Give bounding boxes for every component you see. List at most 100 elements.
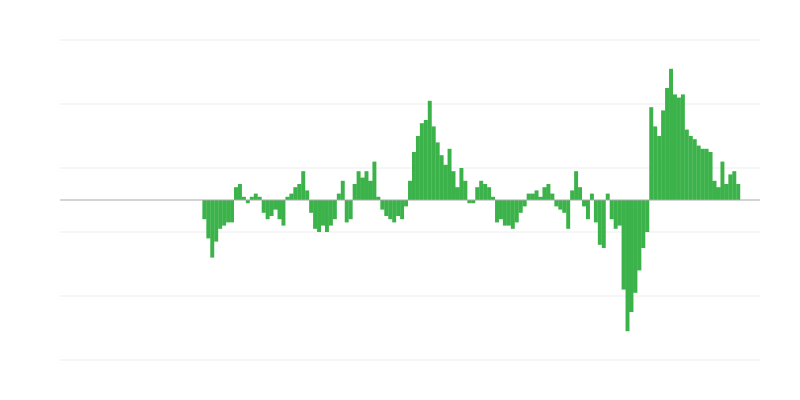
bar [483, 184, 488, 200]
bar [510, 200, 515, 229]
bar [700, 148, 705, 200]
bar [348, 200, 353, 220]
bar [542, 187, 547, 200]
bar [289, 193, 294, 200]
bar [582, 200, 586, 207]
bar [364, 171, 369, 200]
bar [447, 148, 452, 200]
bar [356, 171, 361, 200]
bar [704, 148, 709, 200]
bar [585, 200, 590, 220]
bar [328, 200, 333, 226]
grid [60, 39, 760, 361]
bar [301, 171, 306, 200]
bar [321, 200, 325, 226]
bars [202, 68, 741, 332]
bar [708, 152, 713, 200]
bar [558, 200, 563, 210]
bar [376, 196, 381, 200]
bar [471, 200, 476, 204]
bar [684, 129, 689, 200]
bar [665, 88, 670, 200]
bar [384, 200, 389, 216]
bar [538, 196, 543, 200]
bar [245, 200, 250, 204]
bar [305, 190, 310, 200]
bar [285, 196, 290, 200]
bar [653, 126, 658, 200]
bar [649, 107, 654, 200]
bar [222, 200, 227, 226]
bar [372, 161, 377, 200]
bar [736, 184, 741, 200]
bar [676, 97, 681, 200]
bar [202, 200, 207, 220]
bar [609, 200, 614, 220]
bar [317, 200, 322, 232]
bar [431, 126, 436, 200]
bar [487, 187, 492, 200]
bar [534, 190, 539, 200]
bar [277, 200, 282, 220]
bar [578, 187, 583, 200]
bar [404, 200, 409, 207]
bar [728, 174, 733, 200]
bar [550, 193, 555, 200]
bar [506, 200, 511, 226]
bar [261, 200, 266, 213]
bar [226, 200, 231, 223]
bar [249, 196, 254, 200]
bar [696, 145, 701, 200]
bar [297, 184, 302, 200]
bar [253, 193, 258, 200]
bar [502, 200, 507, 226]
bar [400, 200, 405, 220]
bar [720, 161, 725, 200]
bar [518, 200, 523, 213]
bar [680, 94, 685, 200]
bar [324, 200, 329, 232]
bar [479, 180, 484, 200]
bar [218, 200, 223, 229]
bar [293, 187, 298, 200]
bar [613, 200, 618, 229]
bar [423, 120, 428, 200]
bar [463, 180, 468, 200]
bar [645, 200, 650, 232]
bar [712, 180, 717, 200]
bar [234, 187, 238, 200]
bar [637, 200, 642, 271]
bar [526, 193, 531, 200]
bar [368, 180, 373, 200]
bar [692, 139, 697, 200]
bar [657, 136, 662, 200]
bar [554, 200, 559, 207]
bar [257, 196, 262, 200]
bar [732, 171, 737, 200]
bar [419, 123, 424, 200]
bar [427, 100, 432, 200]
bar [352, 184, 357, 200]
bar [332, 200, 337, 220]
bar [522, 200, 527, 207]
bar [633, 200, 638, 293]
bar [459, 168, 464, 200]
bar [672, 94, 677, 200]
bar [360, 177, 365, 200]
bar [574, 171, 579, 200]
bar [230, 200, 235, 223]
bar [617, 200, 622, 226]
bar [455, 187, 460, 200]
bar [281, 200, 286, 226]
bar [309, 200, 314, 213]
bar [530, 193, 535, 200]
bar [716, 187, 721, 200]
bar [344, 200, 349, 223]
bar [340, 180, 345, 200]
bar [273, 200, 278, 210]
bar [396, 200, 401, 216]
bar [214, 200, 219, 242]
bar [641, 200, 646, 248]
bar [415, 136, 420, 200]
